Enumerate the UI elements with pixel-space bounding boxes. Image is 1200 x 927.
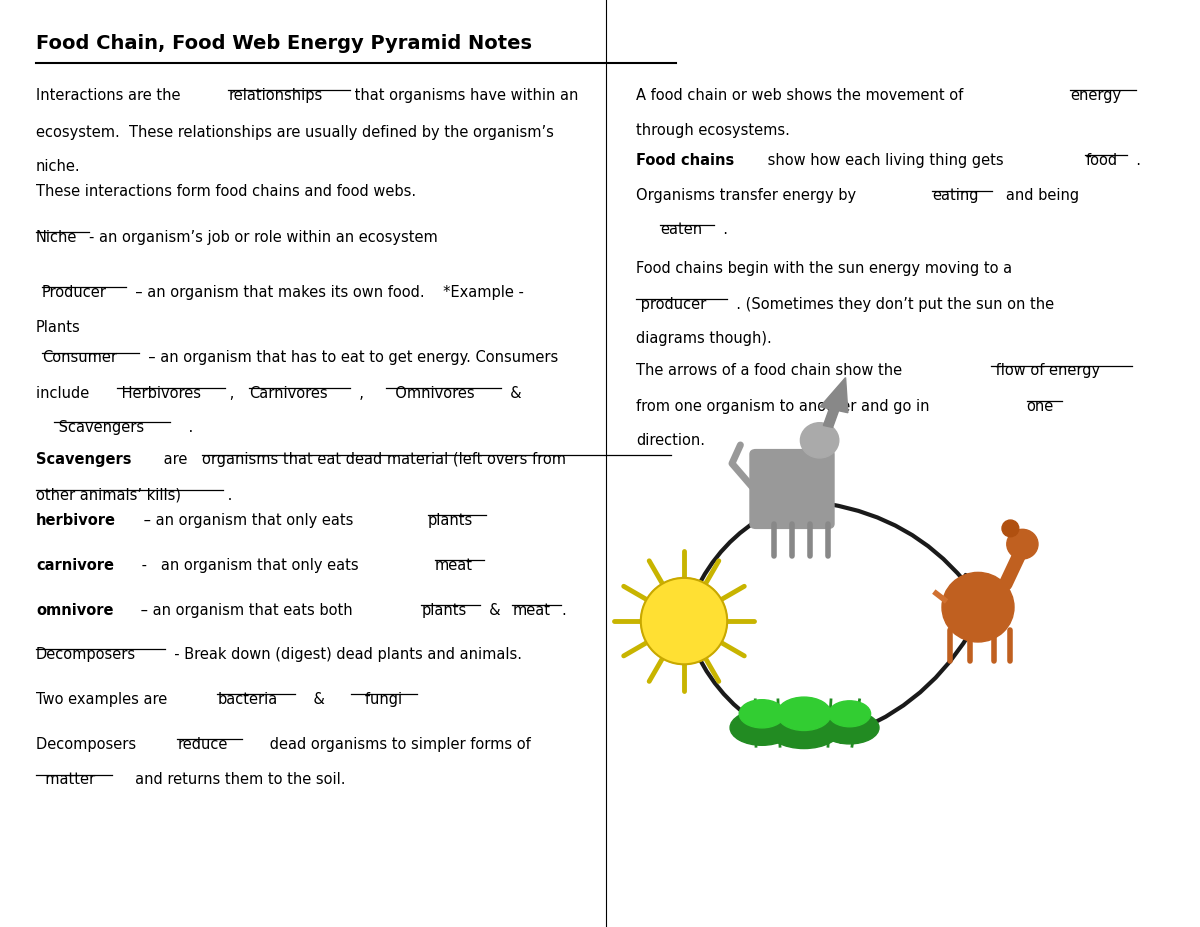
Ellipse shape (942, 572, 1014, 642)
Text: plants: plants (421, 603, 467, 617)
Text: diagrams though).: diagrams though). (636, 331, 772, 346)
Text: - an organism’s job or role within an ecosystem: - an organism’s job or role within an ec… (89, 230, 438, 245)
Text: food: food (1085, 153, 1117, 168)
Text: relationships: relationships (228, 88, 323, 103)
Text: plants: plants (427, 513, 473, 527)
Text: &: & (500, 386, 521, 400)
Text: Organisms transfer energy by: Organisms transfer energy by (636, 188, 865, 203)
Text: reduce: reduce (178, 737, 228, 752)
Text: Food Chain, Food Web Energy Pyramid Notes: Food Chain, Food Web Energy Pyramid Note… (36, 34, 532, 53)
Text: Decomposers: Decomposers (36, 737, 145, 752)
Text: matter: matter (36, 772, 95, 787)
Text: A food chain or web shows the movement of: A food chain or web shows the movement o… (636, 88, 972, 103)
Ellipse shape (800, 423, 839, 458)
Text: Food chains begin with the sun energy moving to a: Food chains begin with the sun energy mo… (636, 261, 1012, 276)
Text: eaten: eaten (660, 222, 702, 237)
Text: flow of energy: flow of energy (991, 363, 1100, 378)
Text: – an organism that eats both: – an organism that eats both (136, 603, 358, 617)
Text: organisms that eat dead material (left overs from: organisms that eat dead material (left o… (202, 452, 566, 467)
Text: Decomposers: Decomposers (36, 647, 136, 662)
Text: and returns them to the soil.: and returns them to the soil. (113, 772, 346, 787)
Text: -   an organism that only eats: - an organism that only eats (137, 558, 367, 573)
FancyArrow shape (820, 377, 848, 427)
Text: energy: energy (1070, 88, 1121, 103)
Text: - Break down (digest) dead plants and animals.: - Break down (digest) dead plants and an… (166, 647, 522, 662)
Text: The arrows of a food chain show the: The arrows of a food chain show the (636, 363, 911, 378)
Text: Consumer: Consumer (42, 350, 116, 365)
Text: These interactions form food chains and food webs.: These interactions form food chains and … (36, 184, 416, 198)
Text: dead organisms to simpler forms of: dead organisms to simpler forms of (242, 737, 530, 752)
Text: – an organism that only eats: – an organism that only eats (139, 513, 362, 527)
Text: ,: , (350, 386, 378, 400)
Text: are: are (160, 452, 192, 467)
Text: Two examples are: Two examples are (36, 692, 176, 706)
FancyBboxPatch shape (750, 450, 834, 528)
Text: Herbivores: Herbivores (116, 386, 200, 400)
Text: show how each living thing gets: show how each living thing gets (763, 153, 1013, 168)
Text: – an organism that has to eat to get energy. Consumers: – an organism that has to eat to get ene… (139, 350, 558, 365)
Text: Carnivores: Carnivores (248, 386, 328, 400)
Text: fungi: fungi (352, 692, 403, 706)
Text: Interactions are the: Interactions are the (36, 88, 185, 103)
Text: Omnivores: Omnivores (386, 386, 475, 400)
Text: meat: meat (512, 603, 551, 617)
Text: – an organism that makes its own food.    *Example -: – an organism that makes its own food. *… (126, 285, 523, 299)
Ellipse shape (821, 712, 880, 743)
Text: &: & (295, 692, 338, 706)
Text: that organisms have within an: that organisms have within an (350, 88, 578, 103)
Text: through ecosystems.: through ecosystems. (636, 123, 790, 138)
Ellipse shape (730, 710, 794, 745)
Text: .: . (714, 222, 728, 237)
Ellipse shape (641, 578, 727, 665)
Ellipse shape (1002, 520, 1019, 537)
Text: ecosystem.  These relationships are usually defined by the organism’s: ecosystem. These relationships are usual… (36, 125, 554, 140)
Ellipse shape (766, 706, 842, 749)
Text: other animals’ kills): other animals’ kills) (36, 488, 181, 502)
Text: .: . (1127, 153, 1141, 168)
Text: eating: eating (932, 188, 978, 203)
Text: niche.: niche. (36, 159, 80, 174)
Text: Scavengers: Scavengers (36, 452, 132, 467)
Text: Niche: Niche (36, 230, 77, 245)
Text: .: . (170, 420, 193, 435)
Text: bacteria: bacteria (217, 692, 277, 706)
Text: &: & (480, 603, 505, 617)
Text: carnivore: carnivore (36, 558, 114, 573)
Text: Plants: Plants (36, 320, 80, 335)
Text: herbivore: herbivore (36, 513, 116, 527)
Text: .: . (562, 603, 566, 617)
Text: direction.: direction. (636, 433, 706, 448)
Text: . (Sometimes they don’t put the sun on the: . (Sometimes they don’t put the sun on t… (727, 297, 1054, 311)
Text: Scavengers: Scavengers (54, 420, 144, 435)
Text: Food chains: Food chains (636, 153, 734, 168)
Text: .: . (223, 488, 233, 502)
Ellipse shape (739, 700, 785, 728)
Ellipse shape (829, 701, 871, 727)
Text: from one organism to another and go in: from one organism to another and go in (636, 399, 938, 413)
Text: omnivore: omnivore (36, 603, 114, 617)
Text: producer: producer (636, 297, 707, 311)
Text: ,: , (226, 386, 244, 400)
Text: Producer: Producer (42, 285, 107, 299)
Text: and being: and being (992, 188, 1079, 203)
Text: one: one (1027, 399, 1054, 413)
Text: meat: meat (434, 558, 473, 573)
Ellipse shape (778, 697, 830, 730)
Text: include: include (36, 386, 98, 400)
Ellipse shape (1007, 529, 1038, 559)
